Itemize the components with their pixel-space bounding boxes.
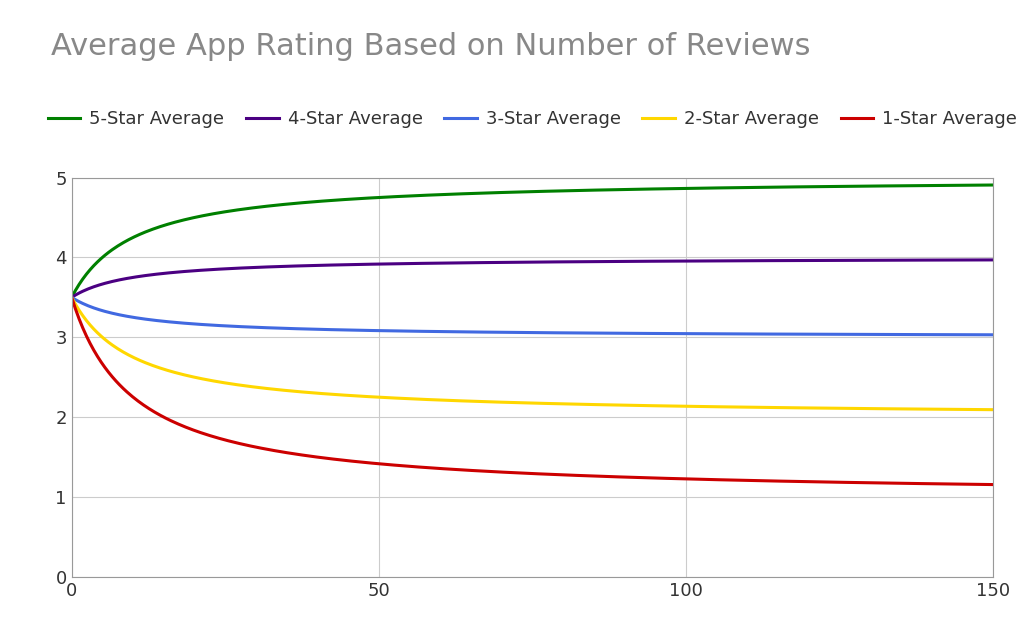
3-Star Average: [401, 327, 414, 335]
2-Star Average: [987, 406, 999, 413]
1-Star Average: [828, 479, 841, 486]
1-Star Average: [66, 294, 78, 301]
4-Star Average: [987, 256, 999, 264]
4-Star Average: [659, 257, 672, 265]
4-Star Average: [294, 262, 306, 269]
Line: 4-Star Average: 4-Star Average: [72, 260, 993, 297]
5-Star Average: [987, 181, 999, 189]
2-Star Average: [659, 402, 672, 410]
4-Star Average: [333, 261, 345, 269]
Legend: 5-Star Average, 4-Star Average, 3-Star Average, 2-Star Average, 1-Star Average: 5-Star Average, 4-Star Average, 3-Star A…: [48, 110, 1017, 129]
5-Star Average: [66, 294, 78, 301]
2-Star Average: [294, 388, 306, 396]
5-Star Average: [828, 183, 841, 190]
3-Star Average: [828, 330, 841, 338]
Line: 1-Star Average: 1-Star Average: [72, 297, 993, 484]
Line: 5-Star Average: 5-Star Average: [72, 185, 993, 297]
4-Star Average: [66, 294, 78, 301]
5-Star Average: [401, 192, 414, 200]
5-Star Average: [294, 199, 306, 207]
5-Star Average: [333, 196, 345, 204]
5-Star Average: [659, 185, 672, 193]
3-Star Average: [659, 330, 672, 337]
5-Star Average: [670, 184, 682, 192]
1-Star Average: [333, 456, 345, 463]
4-Star Average: [670, 257, 682, 265]
3-Star Average: [294, 325, 306, 333]
1-Star Average: [294, 451, 306, 458]
3-Star Average: [333, 326, 345, 333]
2-Star Average: [66, 294, 78, 301]
Text: Average App Rating Based on Number of Reviews: Average App Rating Based on Number of Re…: [51, 32, 811, 61]
2-Star Average: [401, 395, 414, 403]
3-Star Average: [987, 331, 999, 339]
2-Star Average: [333, 391, 345, 399]
Line: 3-Star Average: 3-Star Average: [72, 297, 993, 335]
2-Star Average: [828, 404, 841, 412]
4-Star Average: [828, 257, 841, 264]
4-Star Average: [401, 260, 414, 268]
1-Star Average: [987, 481, 999, 488]
3-Star Average: [670, 330, 682, 337]
1-Star Average: [401, 462, 414, 470]
2-Star Average: [670, 403, 682, 410]
1-Star Average: [659, 474, 672, 482]
1-Star Average: [670, 475, 682, 482]
3-Star Average: [66, 294, 78, 301]
Line: 2-Star Average: 2-Star Average: [72, 297, 993, 410]
